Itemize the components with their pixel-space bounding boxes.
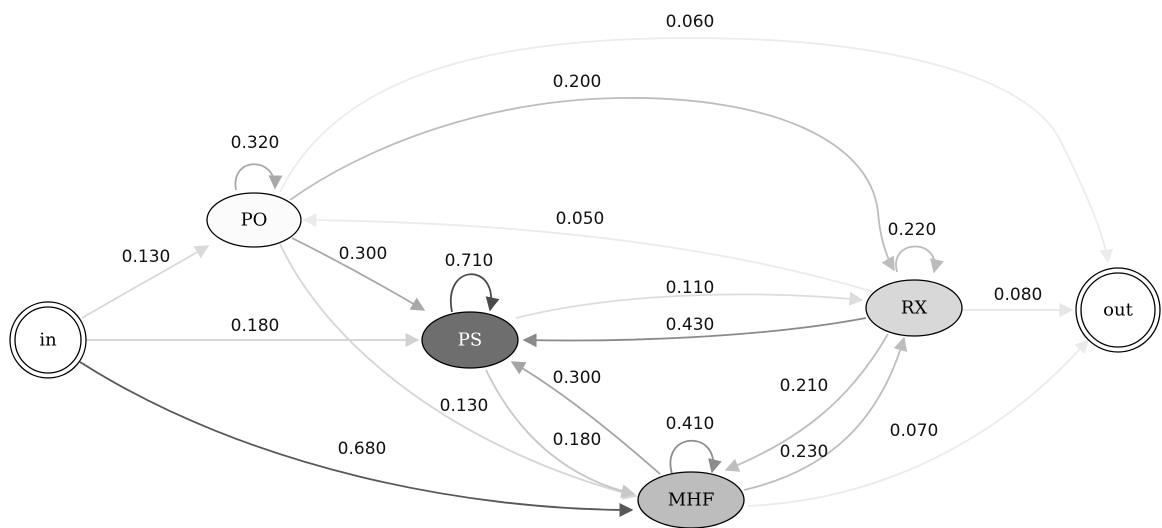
- node-label-mhf: MHF: [668, 490, 715, 511]
- node-out: out: [1075, 267, 1161, 353]
- edge-rx-out: 0.080: [962, 285, 1074, 317]
- edge-label-po-mhf: 0.130: [440, 396, 489, 416]
- edge-label-in-ps: 0.180: [231, 316, 280, 336]
- edge-label-mhf-out: 0.070: [890, 421, 939, 441]
- edge-po-po: 0.320: [231, 133, 283, 191]
- edge-label-mhf-ps: 0.300: [553, 368, 602, 388]
- edge-label-in-mhf: 0.680: [338, 439, 387, 459]
- edge-label-po-rx: 0.200: [553, 72, 602, 92]
- edge-label-ps-ps: 0.710: [445, 251, 494, 271]
- edge-po-out: 0.060: [279, 12, 1114, 264]
- node-label-rx: RX: [901, 298, 928, 319]
- edge-po-mhf: 0.130: [279, 243, 638, 500]
- edge-mhf-mhf: 0.410: [666, 414, 722, 475]
- node-rx: RX: [865, 279, 963, 337]
- edge-label-mhf-rx: 0.230: [780, 442, 829, 462]
- edge-label-rx-ps: 0.430: [666, 315, 715, 335]
- edges: 0.130 0.180 0.680 0.320 0.300 0.200 0.06…: [79, 12, 1114, 517]
- edge-in-mhf: 0.680: [79, 361, 634, 517]
- edge-label-rx-rx: 0.220: [888, 220, 937, 240]
- nodes: in PO PS RX MHF out: [9, 192, 1161, 528]
- edge-rx-po: 0.050: [302, 209, 875, 293]
- edge-in-ps: 0.180: [86, 316, 420, 347]
- node-ps: PS: [421, 311, 519, 369]
- edge-mhf-rx: 0.230: [743, 336, 908, 491]
- edge-mhf-out: 0.070: [747, 338, 1089, 507]
- edge-rx-rx: 0.220: [888, 220, 944, 274]
- node-in: in: [9, 301, 87, 379]
- node-label-po: PO: [241, 210, 268, 231]
- edge-ps-rx: 0.110: [515, 278, 864, 319]
- edge-label-rx-po: 0.050: [556, 209, 605, 229]
- edge-label-po-ps: 0.300: [339, 244, 388, 264]
- edge-label-po-out: 0.060: [666, 12, 715, 32]
- edge-label-rx-out: 0.080: [994, 285, 1043, 305]
- edge-po-ps: 0.300: [291, 237, 426, 311]
- edge-label-po-po: 0.320: [231, 133, 280, 153]
- edge-label-ps-rx: 0.110: [666, 278, 715, 298]
- node-label-in: in: [39, 330, 57, 351]
- edge-po-rx: 0.200: [289, 72, 895, 272]
- edge-in-po: 0.130: [81, 245, 210, 319]
- edge-mhf-ps: 0.300: [510, 361, 661, 475]
- node-po: PO: [206, 192, 302, 248]
- node-label-ps: PS: [458, 330, 482, 351]
- edge-ps-ps: 0.710: [445, 251, 500, 313]
- edge-label-in-po: 0.130: [122, 247, 171, 267]
- edge-rx-ps: 0.430: [522, 315, 867, 348]
- edge-label-rx-mhf: 0.210: [780, 376, 829, 396]
- node-label-out: out: [1103, 300, 1133, 321]
- node-mhf: MHF: [637, 471, 745, 528]
- edge-label-ps-mhf: 0.180: [553, 430, 602, 450]
- edge-ps-mhf: 0.180: [485, 369, 636, 499]
- edge-label-mhf-mhf: 0.410: [666, 414, 715, 434]
- edge-rx-mhf: 0.210: [724, 333, 889, 472]
